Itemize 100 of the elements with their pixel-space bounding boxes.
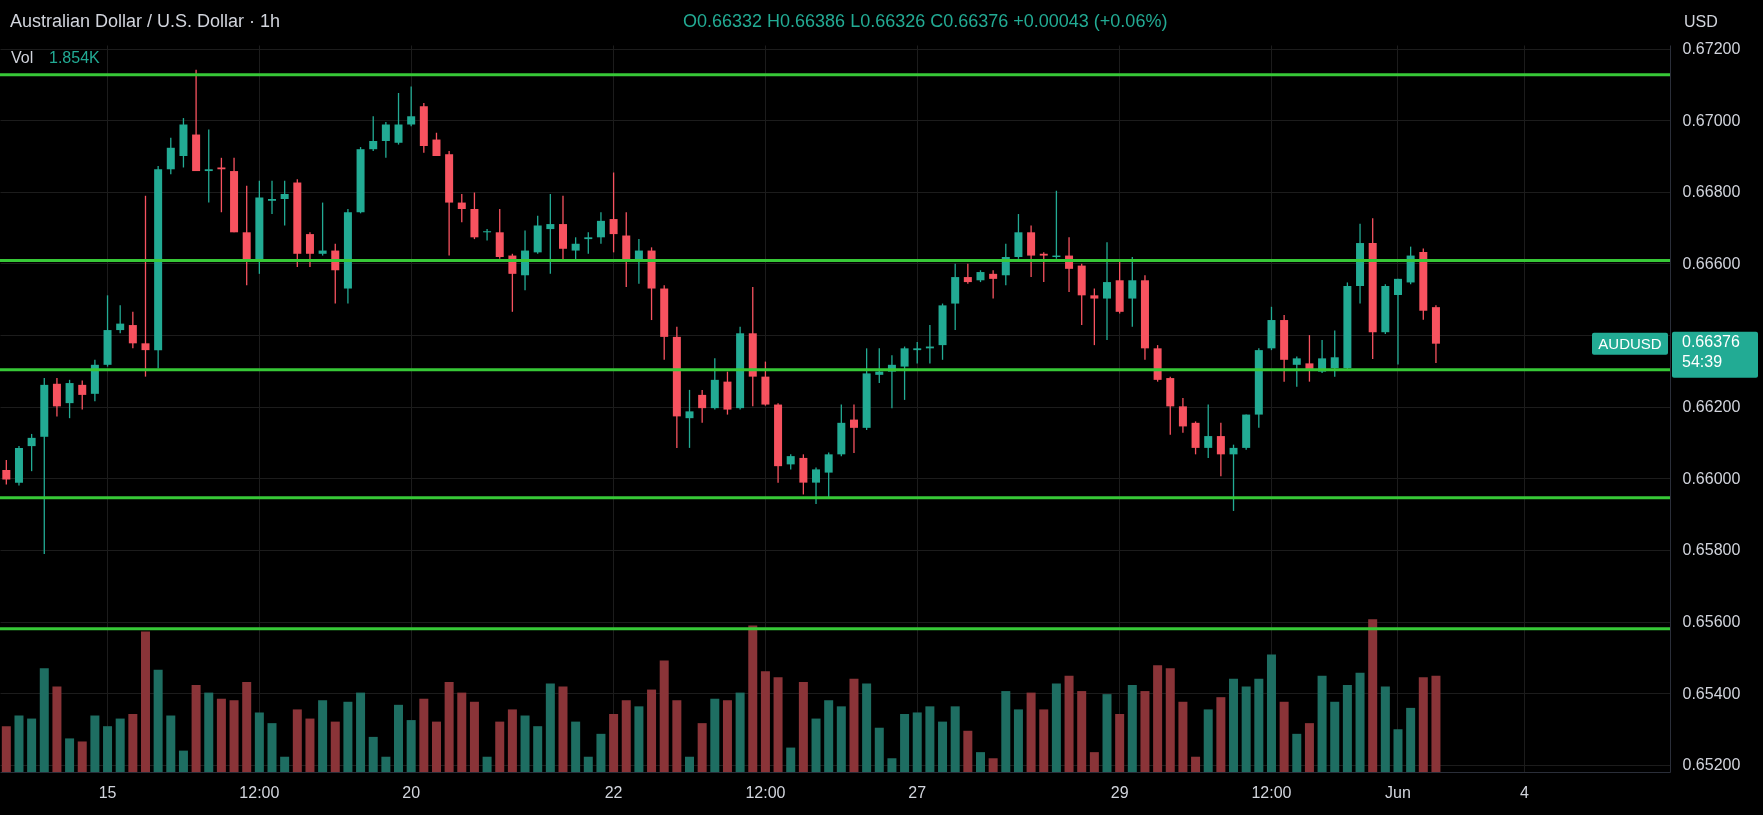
bar <box>748 625 758 772</box>
candlestick <box>596 211 605 245</box>
bar <box>647 689 657 772</box>
candlestick <box>1216 422 1225 477</box>
bar <box>267 723 277 772</box>
bar <box>1 726 11 772</box>
bar <box>1140 691 1150 772</box>
bar <box>1203 709 1213 772</box>
bar <box>798 681 808 772</box>
candlestick <box>128 311 137 349</box>
bar <box>1127 684 1137 772</box>
bar <box>507 709 517 772</box>
candlestick <box>571 236 580 262</box>
x-tick-label: Jun <box>1385 784 1411 801</box>
y-tick-label: 0.66600 <box>1682 254 1741 272</box>
bar <box>318 700 328 772</box>
bar <box>862 683 872 772</box>
bar <box>153 669 163 772</box>
bar <box>1077 691 1087 772</box>
candlestick <box>268 180 277 215</box>
candlestick <box>1128 256 1137 328</box>
bar <box>431 721 441 772</box>
candlestick <box>1229 444 1238 512</box>
bar <box>1153 665 1163 772</box>
candlestick <box>52 377 61 418</box>
bar <box>735 692 745 772</box>
candlestick <box>1103 241 1112 341</box>
candlestick <box>849 403 858 454</box>
x-tick-label: 20 <box>402 784 421 801</box>
bar <box>1001 691 1011 772</box>
y-tick-label: 0.65600 <box>1682 613 1741 631</box>
bar <box>305 718 315 772</box>
candlestick <box>217 157 226 213</box>
candlestick <box>166 137 175 175</box>
bar <box>103 726 113 772</box>
x-tick-label: 12:00 <box>239 784 280 801</box>
bar <box>520 715 530 772</box>
bar <box>128 713 138 772</box>
candlestick <box>141 195 150 378</box>
bar <box>1089 752 1099 772</box>
bar <box>824 700 834 772</box>
bar <box>27 718 37 772</box>
candlestick <box>1393 278 1402 366</box>
candlestick <box>1090 287 1099 346</box>
bar <box>368 736 378 772</box>
candlestick <box>457 193 466 223</box>
bar <box>545 683 555 772</box>
x-tick-label: 22 <box>604 784 623 801</box>
candlestick <box>913 341 922 365</box>
x-tick-label: 4 <box>1520 784 1530 801</box>
bar <box>1013 709 1023 772</box>
x-tick-label: 12:00 <box>1251 784 1292 801</box>
candlestick <box>78 379 87 411</box>
bar <box>659 660 669 772</box>
bar <box>938 721 948 772</box>
candlestick <box>280 180 289 227</box>
bar <box>1317 675 1327 772</box>
bar <box>140 631 150 772</box>
y-tick-label: 0.67200 <box>1682 40 1741 58</box>
candlestick <box>394 92 403 146</box>
y-tick-label: 0.65400 <box>1682 684 1741 702</box>
bar <box>90 715 100 772</box>
x-tick-label: 29 <box>1110 784 1129 801</box>
bar <box>77 741 87 772</box>
bar <box>697 723 707 772</box>
annotation: AUDUSD <box>1598 334 1662 352</box>
annotation: 1.854K <box>49 49 101 66</box>
bar <box>950 706 960 772</box>
candlestick <box>318 201 327 257</box>
candlestick <box>875 347 884 384</box>
bar <box>1229 678 1239 772</box>
bar <box>115 718 125 772</box>
bar <box>254 712 264 772</box>
bar <box>760 671 770 772</box>
bar <box>558 686 568 772</box>
bar <box>406 720 416 772</box>
candlestick <box>584 231 593 255</box>
candlestick <box>305 231 314 268</box>
bar <box>1039 709 1049 772</box>
bar <box>1406 707 1416 772</box>
bar <box>394 704 404 772</box>
candlestick <box>698 389 707 424</box>
bar <box>900 713 910 772</box>
text: 0.66376 54:39 <box>1682 332 1740 370</box>
candlestick <box>116 304 125 334</box>
candlestick <box>27 433 36 472</box>
bar <box>52 686 62 772</box>
bar <box>419 698 429 772</box>
bar <box>1191 756 1201 772</box>
bar <box>39 668 49 772</box>
bar <box>457 692 467 772</box>
bar <box>963 730 973 772</box>
x-tick-label: 27 <box>908 784 927 801</box>
bar <box>1241 686 1251 772</box>
bar <box>1026 692 1036 772</box>
candlestick <box>989 269 998 300</box>
candlestick <box>2 459 11 486</box>
bar <box>685 756 695 772</box>
bar <box>1304 723 1314 772</box>
bar <box>786 747 796 772</box>
